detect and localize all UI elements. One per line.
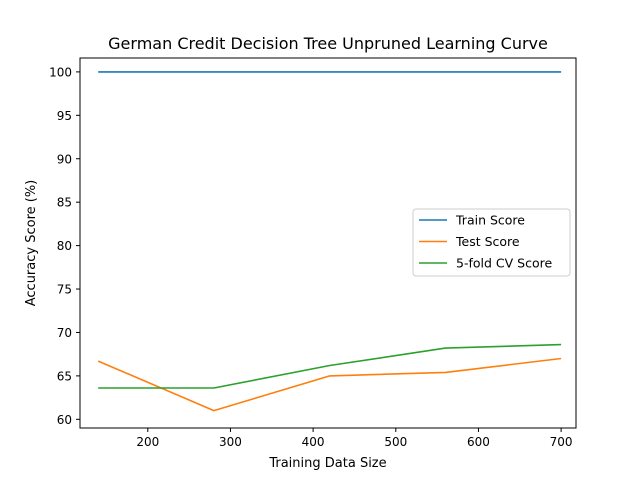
legend: Train Score Test Score 5-fold CV Score (412, 208, 571, 277)
y-tick-label: 75 (57, 283, 72, 297)
y-axis: 60 65 70 75 80 85 90 95 100 (49, 65, 80, 427)
series-line-3 (98, 343, 562, 389)
legend-label: Train Score (455, 213, 525, 228)
x-axis: 200 300 400 500 600 700 (136, 428, 573, 449)
plot-lines (97, 71, 562, 412)
legend-label: Test Score (455, 234, 520, 249)
y-axis-label: Accuracy Score (%) (24, 180, 39, 307)
x-axis-label: Training Data Size (268, 456, 386, 471)
legend-label: 5-fold CV Score (456, 256, 552, 271)
y-tick-label: 65 (57, 369, 72, 383)
x-tick-label: 500 (384, 435, 407, 449)
x-tick-label: 600 (467, 435, 490, 449)
y-tick-label: 70 (57, 326, 72, 340)
x-tick-label: 300 (219, 435, 242, 449)
y-tick-label: 85 (57, 196, 72, 210)
series-line-2 (97, 357, 562, 412)
y-tick-label: 90 (57, 152, 72, 166)
plot-frame (79, 57, 577, 429)
y-tick-label: 100 (49, 65, 72, 79)
y-tick-label: 80 (57, 239, 72, 253)
y-tick-label: 60 (57, 413, 72, 427)
x-tick-label: 400 (302, 435, 325, 449)
y-tick-label: 95 (57, 109, 72, 123)
x-tick-label: 200 (136, 435, 159, 449)
legend-box (412, 208, 571, 277)
x-tick-label: 700 (550, 435, 573, 449)
chart-title: German Credit Decision Tree Unpruned Lea… (108, 34, 548, 53)
